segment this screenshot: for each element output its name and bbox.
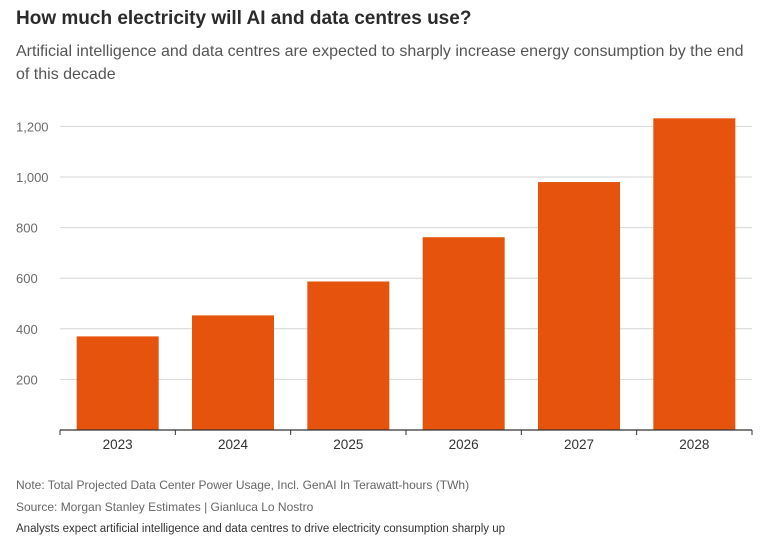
bar-chart: 200 400 600 800 1,000 1,200 2023 2024 2025 2026 20… <box>16 118 753 452</box>
bar-2025 <box>307 281 390 430</box>
x-tick-label: 2027 <box>564 437 594 452</box>
y-tick-label: 400 <box>16 322 38 337</box>
bar-2023 <box>76 336 159 430</box>
chart-subtitle: Artificial intelligence and data centres… <box>16 43 744 83</box>
y-tick-label: 800 <box>16 221 38 236</box>
x-tick-label: 2024 <box>218 437 249 452</box>
chart-title: How much electricity will AI and data ce… <box>16 8 472 29</box>
x-tick-label: 2025 <box>333 437 363 452</box>
x-tick-label: 2026 <box>449 437 479 452</box>
image-caption: Analysts expect artificial intelligence … <box>16 523 505 535</box>
chart-source: Source: Morgan Stanley Estimates | Gianl… <box>16 500 314 514</box>
y-tick-label: 1,000 <box>16 170 49 185</box>
bar-2027 <box>538 182 620 430</box>
y-tick-label: 200 <box>16 372 38 387</box>
bar-2028 <box>653 118 736 430</box>
y-tick-label: 1,200 <box>16 119 49 134</box>
x-tick-label: 2028 <box>679 437 709 452</box>
chart-note: Note: Total Projected Data Center Power … <box>16 478 470 492</box>
bar-2026 <box>422 237 505 430</box>
x-tick-label: 2023 <box>103 437 133 452</box>
bar-2024 <box>192 315 274 430</box>
y-tick-label: 600 <box>16 271 38 286</box>
